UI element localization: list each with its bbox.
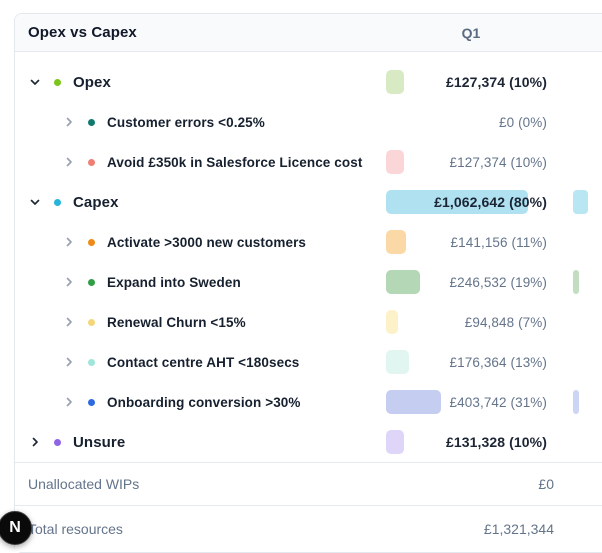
tree-row[interactable]: Capex £1,062,642 (80%): [15, 182, 602, 222]
row-label: Activate >3000 new customers: [107, 234, 307, 250]
chevron-right-icon[interactable]: [63, 356, 75, 368]
row-label: Opex: [73, 73, 111, 91]
tree-row[interactable]: Avoid £350k in Salesforce Licence cost £…: [15, 142, 602, 182]
allocation-bar: [386, 270, 420, 294]
goal-color-dot-icon: [88, 398, 95, 406]
chevron-right-icon[interactable]: [29, 436, 41, 448]
goal-color-dot-icon: [88, 238, 95, 246]
row-label: Contact centre AHT <180secs: [107, 354, 300, 370]
goal-color-dot-icon: [88, 118, 95, 126]
tree-rows: Opex £127,374 (10%) Customer errors <0.2…: [15, 52, 602, 462]
row-value: £403,742 (31%): [449, 394, 547, 410]
tree-row[interactable]: Contact centre AHT <180secs £176,364 (13…: [15, 342, 602, 382]
allocation-bar: [386, 70, 404, 94]
allocation-bar: [386, 190, 528, 214]
tree-row[interactable]: Customer errors <0.25% £0 (0%): [15, 102, 602, 142]
goal-color-dot-icon: [88, 278, 95, 286]
opex-capex-table: Opex vs Capex Q1 Opex £127,374 (10%) Cus…: [14, 13, 602, 553]
nextjs-logo-icon: N: [9, 519, 21, 536]
tree-row[interactable]: Renewal Churn <15% £94,848 (7%): [15, 302, 602, 342]
nextjs-dev-badge[interactable]: N: [0, 511, 32, 545]
row-label: Customer errors <0.25%: [107, 114, 265, 130]
row-value: £141,156 (11%): [450, 234, 547, 250]
row-value: £131,328 (10%): [445, 434, 547, 450]
tree-row[interactable]: Expand into Sweden £246,532 (19%): [15, 262, 602, 302]
tree-row[interactable]: Onboarding conversion >30% £403,742 (31%…: [15, 382, 602, 422]
column-header-q1: Q1: [461, 24, 481, 41]
allocation-bar: [386, 430, 404, 454]
unallocated-wips-label: Unallocated WIPs: [28, 476, 140, 492]
goal-color-dot-icon: [88, 158, 95, 166]
chevron-down-icon[interactable]: [29, 76, 41, 88]
chevron-right-icon[interactable]: [63, 316, 75, 328]
chevron-right-icon[interactable]: [63, 236, 75, 248]
allocation-bar: [386, 310, 398, 334]
goal-color-dot-icon: [54, 198, 61, 206]
tree-row[interactable]: Unsure £131,328 (10%): [15, 422, 602, 462]
row-label: Onboarding conversion >30%: [107, 394, 301, 410]
unallocated-wips-value: £0: [538, 476, 554, 492]
row-value: £127,374 (10%): [449, 154, 547, 170]
row-value: £0 (0%): [499, 114, 547, 130]
goal-color-dot-icon: [54, 438, 61, 446]
allocation-bar: [386, 350, 409, 374]
unallocated-wips-row: Unallocated WIPs £0: [15, 462, 602, 505]
allocation-bar: [386, 230, 406, 254]
goal-color-dot-icon: [54, 78, 61, 86]
chevron-right-icon[interactable]: [63, 396, 75, 408]
goal-color-dot-icon: [88, 358, 95, 366]
chevron-down-icon[interactable]: [29, 196, 41, 208]
next-column-bar: [573, 390, 579, 414]
table-title: Opex vs Capex: [28, 24, 137, 41]
row-value: £176,364 (13%): [449, 354, 547, 370]
next-column-bar: [573, 190, 588, 214]
row-label: Unsure: [73, 433, 126, 451]
chevron-right-icon[interactable]: [63, 156, 75, 168]
goal-color-dot-icon: [88, 318, 95, 326]
chevron-right-icon[interactable]: [63, 276, 75, 288]
total-resources-value: £1,321,344: [483, 521, 554, 537]
allocation-bar: [386, 150, 404, 174]
chevron-right-icon[interactable]: [63, 116, 75, 128]
row-value: £94,848 (7%): [464, 314, 547, 330]
row-value: £1,062,642 (80%): [434, 194, 547, 210]
total-resources-row: Total resources £1,321,344: [15, 505, 602, 552]
row-label: Capex: [73, 193, 119, 211]
row-value: £127,374 (10%): [445, 74, 547, 90]
next-column-bar: [573, 270, 579, 294]
allocation-bar: [386, 390, 441, 414]
row-label: Avoid £350k in Salesforce Licence cost: [107, 154, 363, 170]
row-value: £246,532 (19%): [449, 274, 547, 290]
tree-row[interactable]: Activate >3000 new customers £141,156 (1…: [15, 222, 602, 262]
tree-row[interactable]: Opex £127,374 (10%): [15, 62, 602, 102]
row-label: Expand into Sweden: [107, 274, 241, 290]
total-resources-label: Total resources: [28, 521, 123, 537]
table-header: Opex vs Capex Q1: [15, 14, 602, 52]
row-label: Renewal Churn <15%: [107, 314, 246, 330]
